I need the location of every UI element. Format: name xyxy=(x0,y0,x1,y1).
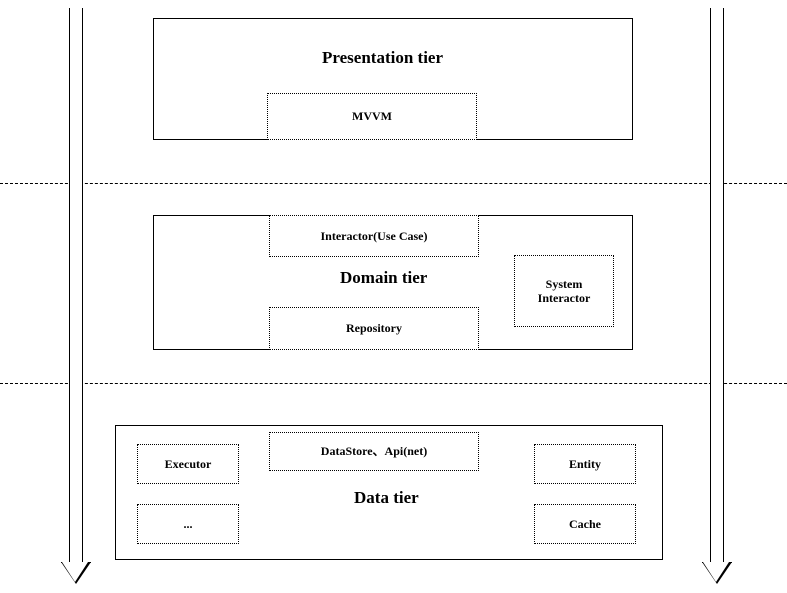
interactor-box: Interactor(Use Case) xyxy=(269,215,479,257)
mvvm-box: MVVM xyxy=(267,93,477,140)
ellipsis-box: ... xyxy=(137,504,239,544)
entity-box: Entity xyxy=(534,444,636,484)
data-tier-title: Data tier xyxy=(354,488,419,508)
system-interactor-box: System Interactor xyxy=(514,255,614,327)
executor-box: Executor xyxy=(137,444,239,484)
datastore-box: DataStore、Api(net) xyxy=(269,432,479,471)
system-interactor-label: System Interactor xyxy=(538,277,591,306)
separator-1 xyxy=(0,183,787,184)
executor-label: Executor xyxy=(165,457,212,471)
left-arrow-shaft xyxy=(69,8,83,562)
mvvm-label: MVVM xyxy=(352,109,392,123)
separator-2 xyxy=(0,383,787,384)
interactor-label: Interactor(Use Case) xyxy=(321,229,428,243)
repository-box: Repository xyxy=(269,307,479,350)
presentation-tier-title: Presentation tier xyxy=(322,48,443,68)
cache-label: Cache xyxy=(569,517,601,531)
right-arrow-shaft xyxy=(710,8,724,562)
domain-tier-title: Domain tier xyxy=(340,268,427,288)
cache-box: Cache xyxy=(534,504,636,544)
repository-label: Repository xyxy=(346,321,402,335)
datastore-label: DataStore、Api(net) xyxy=(321,444,427,458)
ellipsis-label: ... xyxy=(184,517,193,531)
entity-label: Entity xyxy=(569,457,601,471)
